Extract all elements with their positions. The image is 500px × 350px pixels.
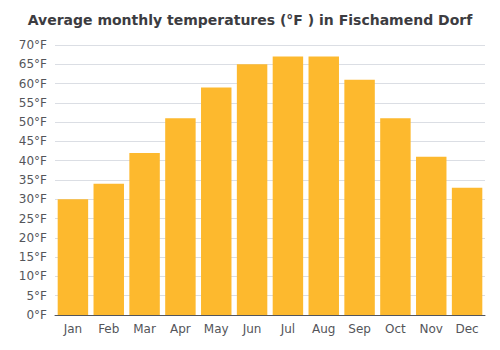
svg-text:Jul: Jul — [280, 322, 295, 336]
svg-text:45°F: 45°F — [19, 134, 47, 148]
svg-text:May: May — [204, 322, 229, 336]
svg-text:Jun: Jun — [242, 322, 262, 336]
svg-text:Average monthly temperatures (: Average monthly temperatures (°F ) in Fi… — [28, 12, 473, 28]
svg-text:35°F: 35°F — [19, 173, 47, 187]
svg-text:25°F: 25°F — [19, 212, 47, 226]
svg-text:Aug: Aug — [312, 322, 335, 336]
svg-text:5°F: 5°F — [26, 289, 47, 303]
svg-text:Jan: Jan — [63, 322, 83, 336]
svg-text:0°F: 0°F — [26, 308, 47, 322]
svg-text:20°F: 20°F — [19, 231, 47, 245]
svg-text:65°F: 65°F — [19, 57, 47, 71]
svg-text:15°F: 15°F — [19, 250, 47, 264]
svg-text:60°F: 60°F — [19, 77, 47, 91]
svg-text:70°F: 70°F — [19, 38, 47, 52]
svg-text:50°F: 50°F — [19, 115, 47, 129]
svg-text:Oct: Oct — [385, 322, 406, 336]
svg-text:Sep: Sep — [348, 322, 371, 336]
svg-text:55°F: 55°F — [19, 96, 47, 110]
svg-text:Nov: Nov — [420, 322, 443, 336]
svg-text:10°F: 10°F — [19, 269, 47, 283]
svg-text:40°F: 40°F — [19, 154, 47, 168]
svg-text:Apr: Apr — [170, 322, 191, 336]
svg-text:Dec: Dec — [455, 322, 478, 336]
svg-text:Feb: Feb — [98, 322, 119, 336]
svg-text:Mar: Mar — [133, 322, 156, 336]
svg-text:30°F: 30°F — [19, 192, 47, 206]
